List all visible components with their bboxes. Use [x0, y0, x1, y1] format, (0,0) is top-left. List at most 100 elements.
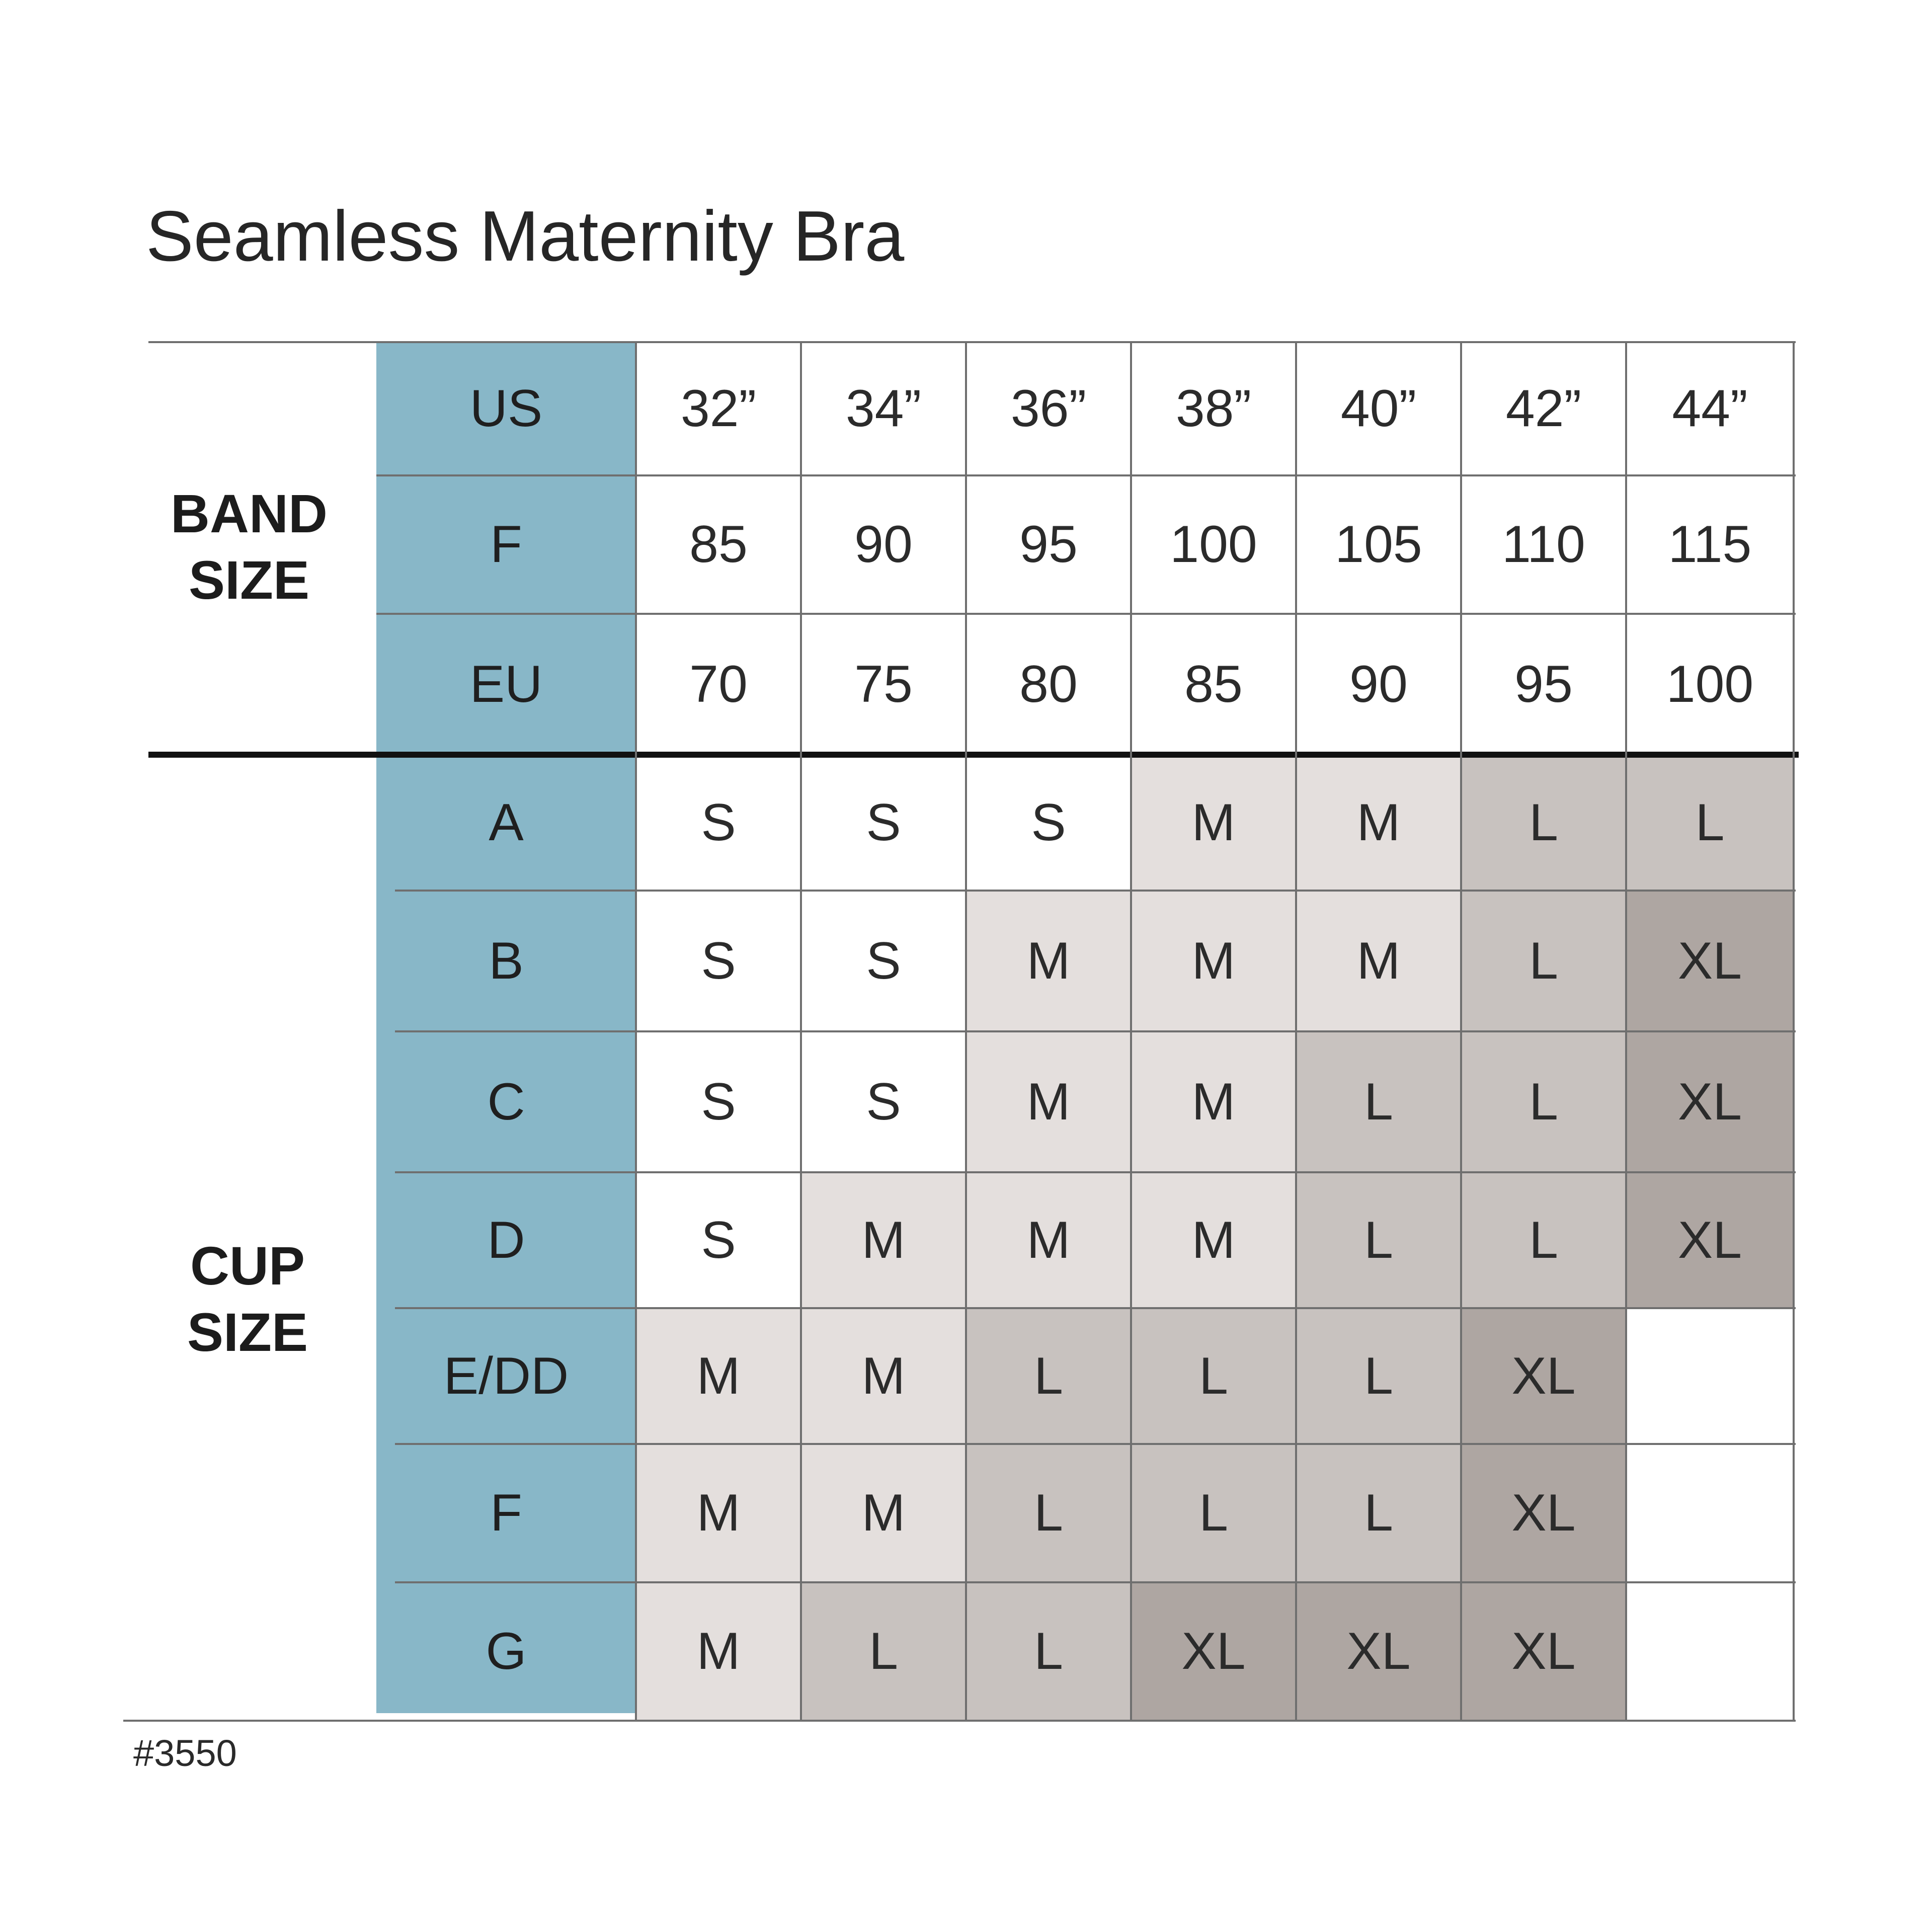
cup-size-label-line-1: CUP [190, 1235, 305, 1296]
band-cup-divider [148, 752, 1799, 758]
band-row-label: US [469, 379, 543, 438]
size-cell: L [1461, 891, 1626, 1031]
band-size-cell: 80 [966, 614, 1131, 755]
band-size-cell: 75 [801, 614, 966, 755]
cup-row-label: E/DD [443, 1346, 569, 1405]
chart-title: Seamless Maternity Bra [146, 196, 905, 276]
cup-row-label: B [489, 931, 524, 990]
cup-row-label: F [490, 1484, 522, 1542]
size-cell: L [966, 1444, 1131, 1582]
size-cell: M [1131, 891, 1296, 1031]
size-cell: M [1131, 755, 1296, 891]
grid-line [800, 342, 802, 1721]
product-code: #3550 [133, 1732, 237, 1774]
band-size-cell: 105 [1296, 475, 1461, 614]
size-cell [1626, 1308, 1794, 1444]
size-cell: M [1131, 1031, 1296, 1172]
grid-line [395, 890, 1796, 892]
cup-size-label: CUP SIZE [127, 1233, 368, 1365]
size-cell: S [636, 1172, 801, 1308]
size-cell: XL [1461, 1582, 1626, 1721]
band-size-cell: 95 [966, 475, 1131, 614]
band-size-cell: 38” [1131, 342, 1296, 475]
band-size-cell: 44” [1626, 342, 1794, 475]
size-cell [1626, 1444, 1794, 1582]
size-cell: XL [1296, 1582, 1461, 1721]
size-cell: M [966, 1031, 1131, 1172]
grid-line [376, 613, 1796, 615]
grid-line [1460, 342, 1462, 1721]
grid-line [1130, 342, 1132, 1721]
band-size-cell: 115 [1626, 475, 1794, 614]
grid-line [395, 1171, 1796, 1173]
band-row-label: F [490, 515, 522, 574]
size-cell: M [636, 1582, 801, 1721]
grid-line [395, 1581, 1796, 1583]
band-size-cell: 90 [801, 475, 966, 614]
size-cell: M [636, 1444, 801, 1582]
size-cell: L [966, 1308, 1131, 1444]
cup-size-label-line-2: SIZE [187, 1302, 308, 1362]
size-cell: L [1461, 1031, 1626, 1172]
size-cell: S [801, 755, 966, 891]
size-cell: M [1296, 891, 1461, 1031]
band-size-cell: 85 [1131, 614, 1296, 755]
size-cell: XL [1626, 1031, 1794, 1172]
band-size-label: BAND SIZE [128, 480, 370, 613]
size-cell: M [801, 1444, 966, 1582]
band-size-cell: 100 [1626, 614, 1794, 755]
size-cell: L [1131, 1444, 1296, 1582]
cup-row-label: C [487, 1072, 525, 1131]
band-size-cell: 70 [636, 614, 801, 755]
size-cell: S [636, 891, 801, 1031]
size-system-column [376, 342, 636, 1713]
table-top-border [148, 341, 1796, 343]
size-cell: L [1131, 1308, 1296, 1444]
grid-line [965, 342, 967, 1721]
size-cell: L [1461, 755, 1626, 891]
size-cell: M [966, 891, 1131, 1031]
size-cell: XL [1131, 1582, 1296, 1721]
size-cell: M [801, 1172, 966, 1308]
band-size-cell: 36” [966, 342, 1131, 475]
band-size-cell: 90 [1296, 614, 1461, 755]
size-cell: S [801, 1031, 966, 1172]
size-cell: XL [1461, 1444, 1626, 1582]
size-cell: XL [1626, 891, 1794, 1031]
band-size-cell: 42” [1461, 342, 1626, 475]
size-cell: L [1626, 755, 1794, 891]
band-size-cell: 34” [801, 342, 966, 475]
grid-line [635, 342, 637, 1721]
band-row-label: EU [469, 655, 543, 713]
size-cell: L [1296, 1031, 1461, 1172]
size-cell [1626, 1582, 1794, 1721]
size-cell: M [1131, 1172, 1296, 1308]
size-cell: XL [1626, 1172, 1794, 1308]
band-size-label-line-1: BAND [171, 483, 328, 544]
band-size-cell: 110 [1461, 475, 1626, 614]
grid-line [1625, 342, 1627, 1721]
grid-line [1295, 342, 1297, 1721]
grid-line [395, 1443, 1796, 1445]
grid-line [1793, 342, 1795, 1721]
size-cell: L [966, 1582, 1131, 1721]
grid-line [376, 474, 1796, 476]
size-cell: L [1461, 1172, 1626, 1308]
grid-line [395, 1030, 1796, 1032]
size-cell: L [1296, 1444, 1461, 1582]
band-size-label-line-2: SIZE [188, 549, 310, 610]
size-cell: M [1296, 755, 1461, 891]
cup-row-label: D [487, 1211, 525, 1269]
grid-line [395, 1307, 1796, 1309]
size-cell: M [636, 1308, 801, 1444]
size-cell: S [636, 755, 801, 891]
band-size-cell: 32” [636, 342, 801, 475]
band-size-cell: 85 [636, 475, 801, 614]
size-cell: M [801, 1308, 966, 1444]
band-size-cell: 40” [1296, 342, 1461, 475]
size-cell: L [1296, 1308, 1461, 1444]
size-cell: L [1296, 1172, 1461, 1308]
cup-row-label: A [489, 793, 524, 852]
band-size-cell: 95 [1461, 614, 1626, 755]
band-size-cell: 100 [1131, 475, 1296, 614]
